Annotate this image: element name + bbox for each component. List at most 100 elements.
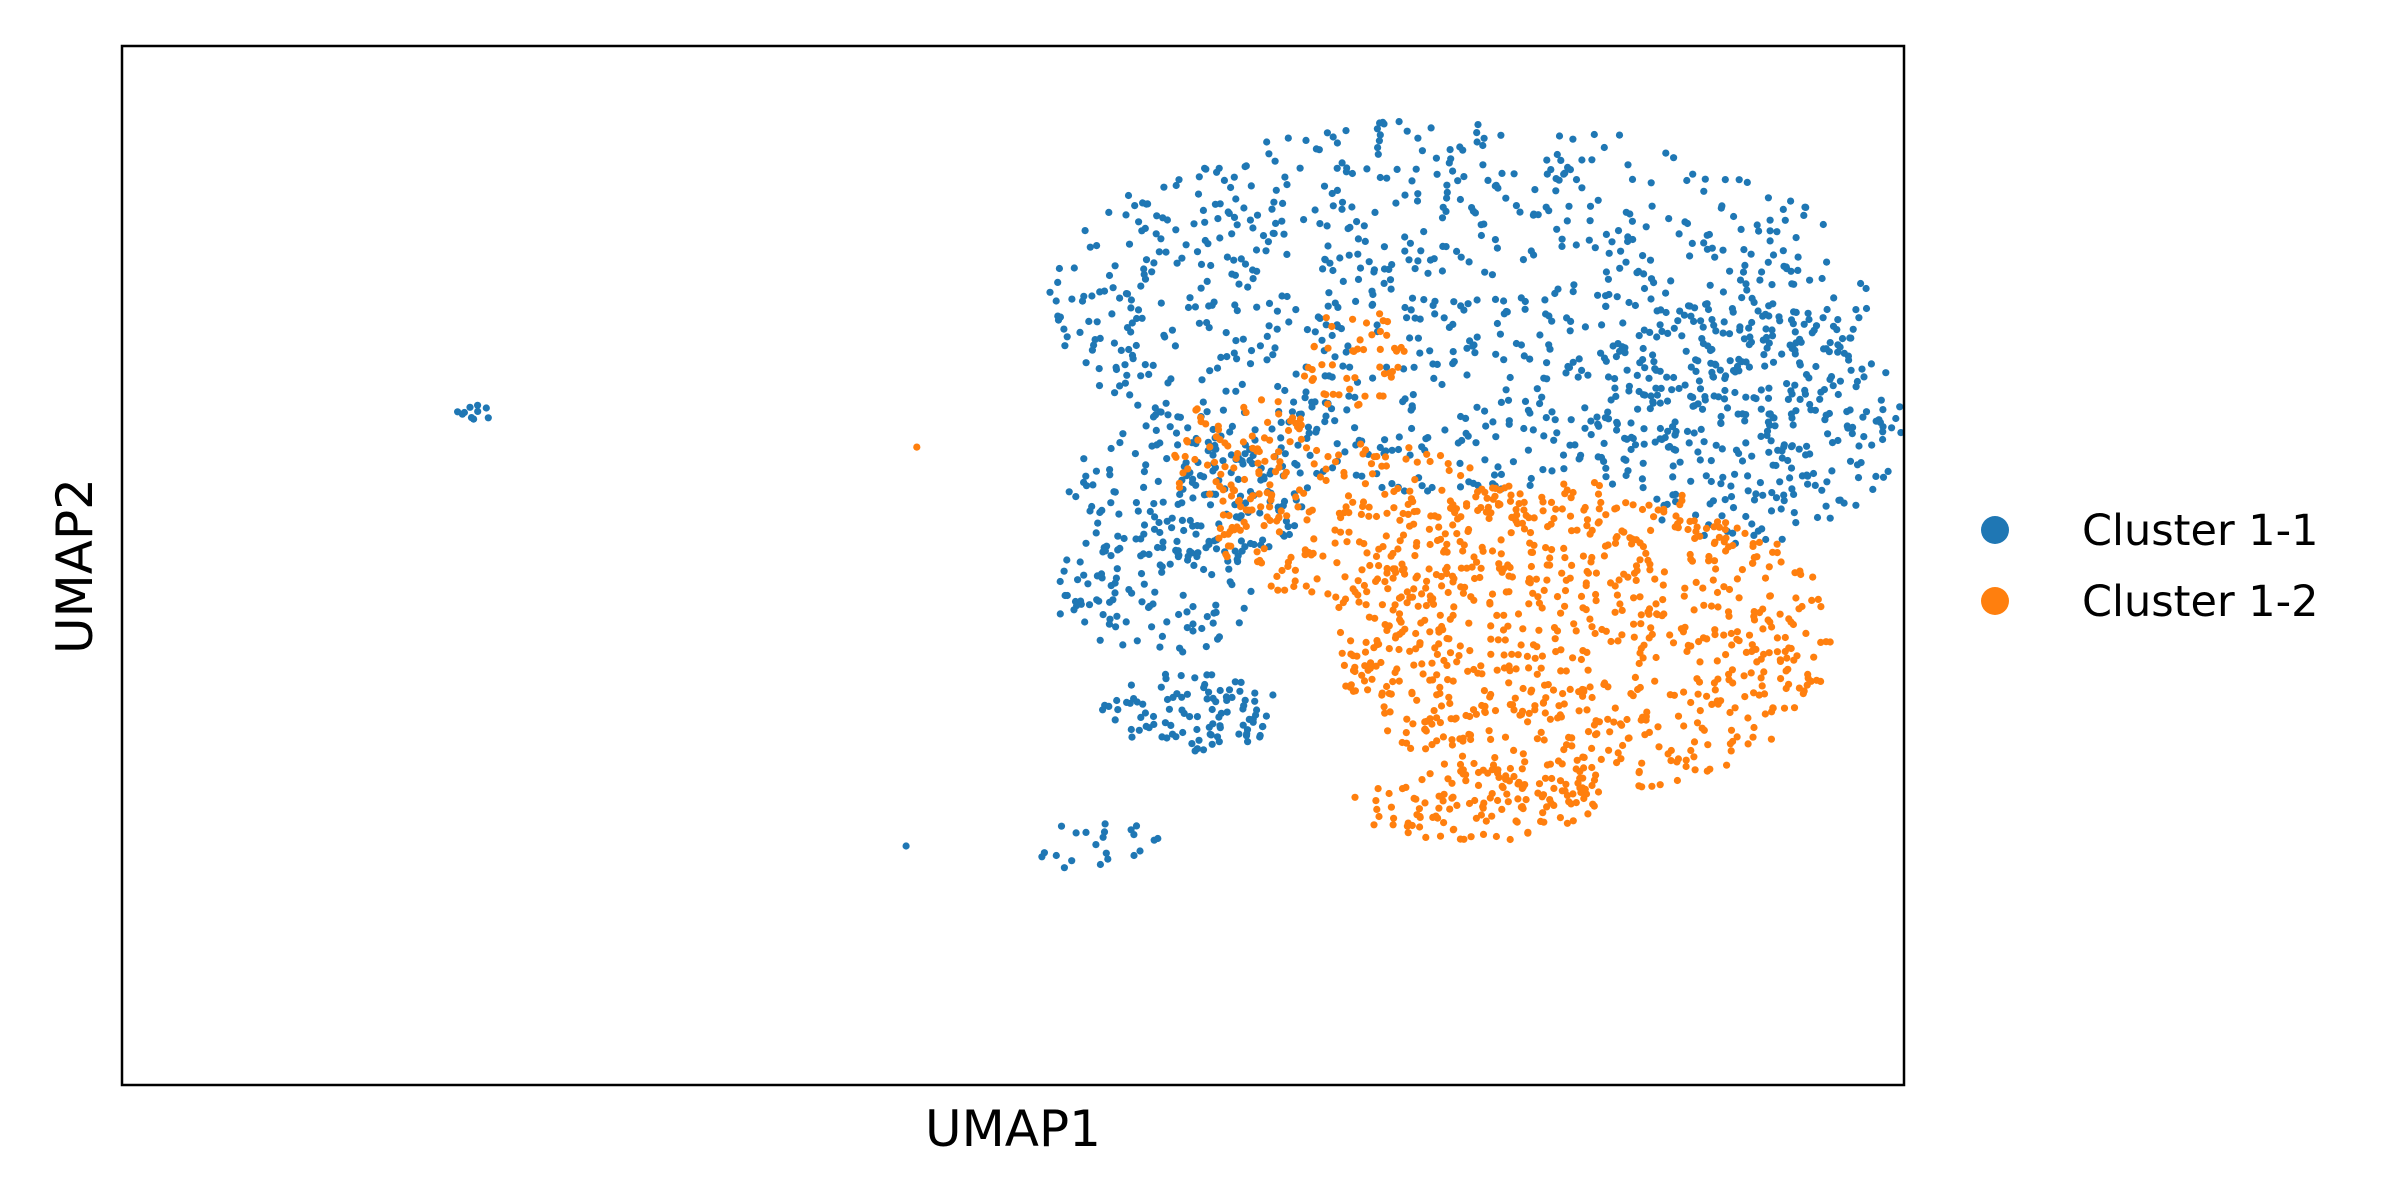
data-point — [1183, 438, 1192, 446]
data-point — [1614, 637, 1622, 645]
data-point — [1569, 488, 1577, 497]
data-point — [1414, 334, 1422, 342]
data-point — [1333, 186, 1341, 194]
data-point — [1406, 647, 1414, 655]
data-point — [1544, 523, 1552, 531]
data-point — [1639, 344, 1647, 353]
data-point — [1720, 631, 1728, 639]
data-point — [1182, 241, 1190, 249]
data-point — [1512, 339, 1520, 348]
data-point — [1361, 648, 1370, 656]
data-point — [1502, 194, 1510, 202]
data-point — [1695, 377, 1703, 385]
data-point — [1432, 571, 1440, 579]
data-point — [1142, 422, 1150, 430]
data-point — [1410, 661, 1418, 669]
data-point — [1529, 426, 1537, 434]
data-point — [1769, 251, 1778, 259]
data-point — [1446, 146, 1454, 154]
data-point — [1668, 386, 1676, 394]
data-point — [1448, 794, 1456, 802]
data-point — [1497, 470, 1505, 478]
data-point — [1386, 276, 1395, 284]
data-point — [1199, 206, 1207, 214]
data-point — [1660, 508, 1668, 516]
data-point — [1440, 548, 1448, 556]
data-point — [1655, 743, 1663, 751]
data-point — [1319, 552, 1327, 560]
data-point — [1227, 542, 1235, 550]
data-point — [1602, 357, 1610, 365]
data-point — [1420, 228, 1428, 236]
data-point — [1453, 530, 1461, 538]
data-point — [1158, 568, 1166, 576]
data-point — [1857, 279, 1865, 288]
data-point — [1616, 264, 1624, 272]
data-point — [1559, 690, 1567, 698]
data-point — [1686, 252, 1694, 260]
data-point — [1727, 482, 1735, 490]
data-point — [1433, 737, 1441, 745]
data-point — [1046, 288, 1054, 296]
data-point — [1402, 455, 1410, 463]
data-point — [1769, 704, 1777, 712]
data-point — [1639, 252, 1647, 260]
data-point — [1249, 224, 1257, 232]
data-point — [1321, 372, 1329, 380]
data-point — [1418, 147, 1426, 155]
data-point — [1257, 503, 1265, 511]
data-point — [1266, 470, 1274, 478]
data-point — [1319, 265, 1327, 273]
data-point — [1713, 657, 1721, 665]
data-point — [1628, 217, 1636, 225]
data-point — [1567, 416, 1575, 424]
data-point — [1348, 203, 1356, 211]
data-point — [1840, 499, 1848, 507]
data-point — [1232, 513, 1240, 521]
data-point — [1750, 496, 1759, 504]
data-point — [1105, 620, 1113, 628]
data-point — [1408, 177, 1416, 185]
data-point — [1156, 643, 1164, 651]
data-point — [1539, 507, 1547, 515]
data-point — [1846, 334, 1854, 342]
data-point — [1408, 294, 1417, 302]
data-point — [1174, 441, 1182, 449]
data-point — [1805, 374, 1813, 382]
data-point — [1735, 594, 1743, 602]
data-point — [1718, 202, 1726, 210]
data-point — [1802, 629, 1810, 638]
data-point — [1357, 510, 1365, 518]
data-point — [1114, 532, 1122, 540]
data-point — [1486, 794, 1494, 802]
data-point — [1726, 357, 1734, 365]
data-point — [1494, 501, 1503, 509]
data-point — [1690, 606, 1698, 614]
data-point — [1395, 610, 1404, 618]
data-point — [1791, 328, 1799, 336]
data-point — [1331, 353, 1339, 361]
data-point — [1731, 704, 1739, 712]
data-point — [1429, 676, 1437, 684]
data-point — [1548, 774, 1556, 783]
data-point — [1727, 726, 1736, 734]
data-point — [1371, 614, 1379, 622]
data-point — [1131, 202, 1139, 210]
data-point — [1492, 350, 1500, 358]
data-point — [1790, 508, 1798, 517]
data-point — [1159, 538, 1167, 546]
data-point — [1135, 726, 1143, 734]
data-point — [1389, 821, 1397, 829]
data-point — [1155, 518, 1163, 527]
data-point — [1555, 132, 1564, 140]
data-point — [1717, 697, 1725, 705]
data-point — [1727, 629, 1735, 638]
data-point — [1251, 689, 1259, 697]
data-point — [1656, 424, 1664, 433]
data-point — [1568, 527, 1576, 535]
data-point — [1492, 433, 1500, 441]
data-point — [1652, 366, 1660, 374]
data-point — [1154, 834, 1162, 843]
data-point — [1580, 794, 1588, 803]
data-point — [1860, 433, 1868, 441]
